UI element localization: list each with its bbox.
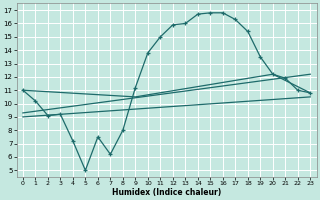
- X-axis label: Humidex (Indice chaleur): Humidex (Indice chaleur): [112, 188, 221, 197]
